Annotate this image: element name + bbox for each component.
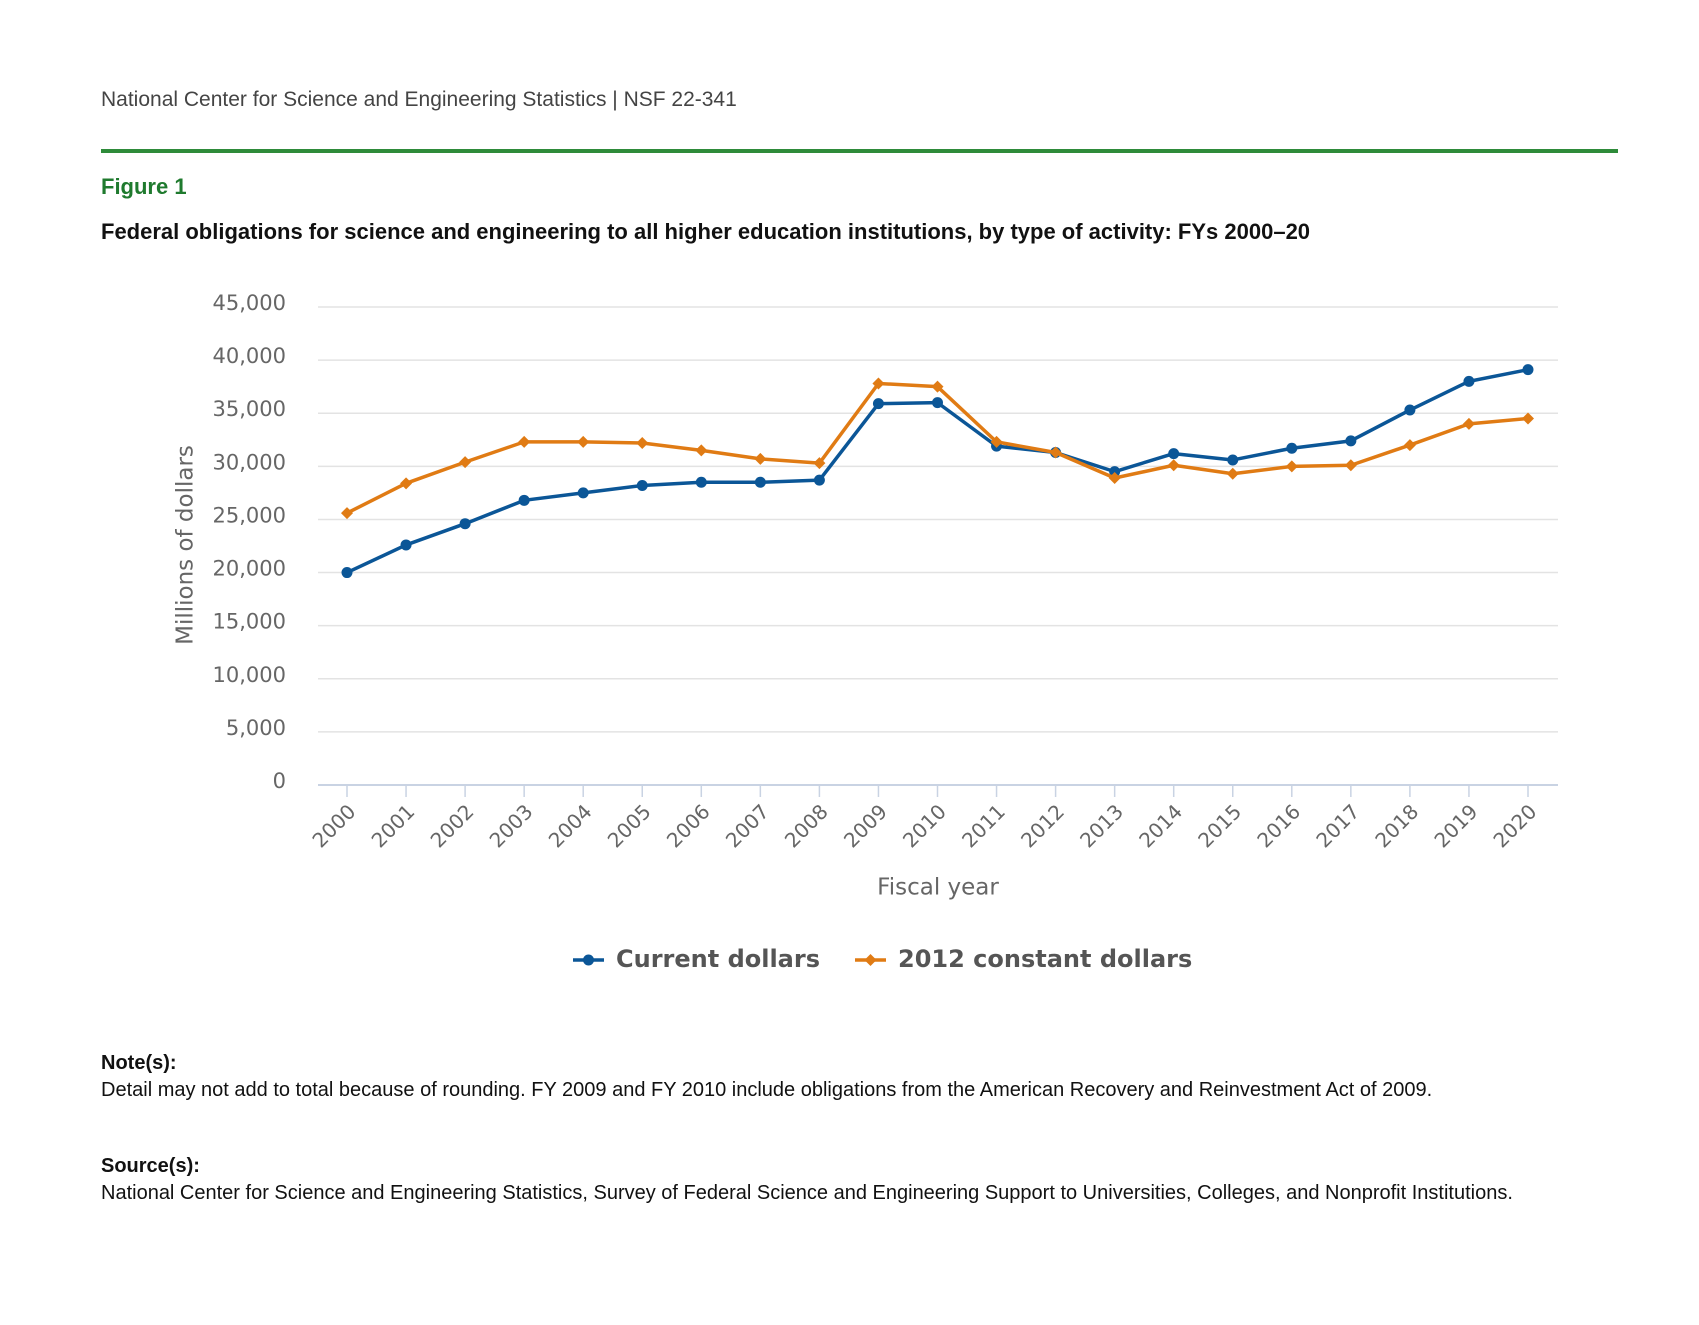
figure-label: Figure 1 bbox=[101, 174, 187, 199]
x-tick-label: 2003 bbox=[485, 799, 538, 852]
data-point bbox=[341, 567, 353, 579]
data-point bbox=[932, 397, 943, 409]
source: Source(s): National Center for Science a… bbox=[101, 1153, 1621, 1207]
x-tick-label: 2005 bbox=[603, 799, 656, 852]
legend-label: 2012 constant dollars bbox=[898, 945, 1192, 973]
header-rule bbox=[101, 149, 1618, 153]
data-point bbox=[400, 539, 412, 551]
x-tick-label: 2010 bbox=[898, 799, 951, 852]
data-point bbox=[1108, 472, 1121, 485]
x-tick-label: 2016 bbox=[1252, 799, 1305, 852]
data-point bbox=[1226, 467, 1239, 480]
data-point bbox=[1049, 446, 1062, 459]
data-point bbox=[1345, 435, 1357, 447]
y-tick-label: 10,000 bbox=[213, 663, 286, 687]
data-point bbox=[754, 476, 766, 488]
data-point bbox=[695, 476, 707, 488]
data-point bbox=[695, 444, 708, 457]
data-point bbox=[1403, 439, 1416, 452]
data-point bbox=[1522, 364, 1534, 376]
legend-label: Current dollars bbox=[616, 945, 820, 973]
notes-heading: Note(s): bbox=[101, 1052, 177, 1074]
data-point bbox=[1404, 404, 1416, 416]
data-point bbox=[400, 477, 413, 490]
x-tick-label: 2002 bbox=[426, 799, 479, 852]
chart: Millions of dollars Fiscal year 0 5,000 10… bbox=[173, 291, 1558, 973]
y-tick-label: 30,000 bbox=[213, 450, 286, 474]
x-tick-label: 2008 bbox=[780, 799, 833, 852]
data-point bbox=[459, 456, 472, 469]
x-tick-label: 2020 bbox=[1488, 799, 1541, 852]
data-point bbox=[1462, 417, 1475, 430]
data-point bbox=[1227, 454, 1239, 466]
x-tick-label: 2009 bbox=[839, 799, 892, 852]
data-point bbox=[577, 487, 589, 499]
data-point bbox=[1168, 448, 1180, 460]
source-heading: Source(s): bbox=[101, 1155, 200, 1177]
data-point bbox=[577, 435, 590, 448]
data-point bbox=[1285, 460, 1298, 473]
data-point bbox=[872, 398, 884, 410]
y-axis-label: Millions of dollars bbox=[173, 445, 199, 645]
x-tick-label: 2014 bbox=[1134, 799, 1187, 852]
legend-marker bbox=[864, 954, 877, 966]
data-point bbox=[1167, 459, 1180, 472]
data-point bbox=[636, 479, 648, 491]
data-point bbox=[813, 457, 826, 470]
data-point bbox=[1286, 442, 1298, 454]
x-tick-label: 2001 bbox=[367, 799, 420, 852]
data-point bbox=[518, 494, 530, 506]
y-tick-label: 35,000 bbox=[213, 397, 286, 421]
x-tick-label: 2004 bbox=[544, 799, 597, 852]
x-axis-label: Fiscal year bbox=[877, 875, 999, 901]
data-point bbox=[990, 435, 1003, 448]
chart-title: Federal obligations for science and engi… bbox=[101, 219, 1311, 244]
x-tick-label: 2013 bbox=[1075, 799, 1128, 852]
notes: Note(s): Detail may not add to total bec… bbox=[101, 1050, 1621, 1104]
source-text: National Center for Science and Engineer… bbox=[101, 1182, 1513, 1204]
data-point bbox=[1344, 459, 1357, 472]
legend-marker bbox=[583, 954, 594, 966]
data-point bbox=[1463, 375, 1475, 387]
data-point bbox=[1522, 412, 1534, 425]
data-point bbox=[459, 518, 471, 530]
data-point bbox=[754, 452, 767, 465]
x-tick-label: 2006 bbox=[662, 799, 715, 852]
x-tick-label: 2007 bbox=[721, 799, 774, 852]
y-tick-label: 5,000 bbox=[226, 716, 286, 740]
y-tick-label: 0 bbox=[273, 769, 286, 793]
data-point bbox=[518, 435, 531, 448]
x-tick-label: 2011 bbox=[957, 799, 1010, 852]
y-tick-label: 45,000 bbox=[213, 291, 286, 315]
header: National Center for Science and Engineer… bbox=[101, 88, 737, 111]
y-tick-label: 25,000 bbox=[213, 503, 286, 527]
notes-text: Detail may not add to total because of r… bbox=[101, 1079, 1433, 1101]
x-tick-label: 2015 bbox=[1193, 799, 1246, 852]
data-point bbox=[1109, 466, 1121, 478]
x-tick-label: 2012 bbox=[1016, 799, 1069, 852]
data-point bbox=[813, 474, 825, 486]
x-tick-label: 2000 bbox=[307, 799, 360, 852]
y-tick-label: 40,000 bbox=[213, 344, 286, 368]
data-point bbox=[341, 507, 353, 520]
data-point bbox=[872, 377, 885, 390]
y-tick-label: 15,000 bbox=[213, 610, 286, 634]
y-tick-label: 20,000 bbox=[213, 557, 286, 581]
data-point bbox=[636, 436, 649, 449]
x-tick-label: 2019 bbox=[1429, 799, 1482, 852]
x-tick-label: 2018 bbox=[1370, 799, 1423, 852]
x-tick-label: 2017 bbox=[1311, 799, 1364, 852]
data-point bbox=[931, 380, 944, 393]
